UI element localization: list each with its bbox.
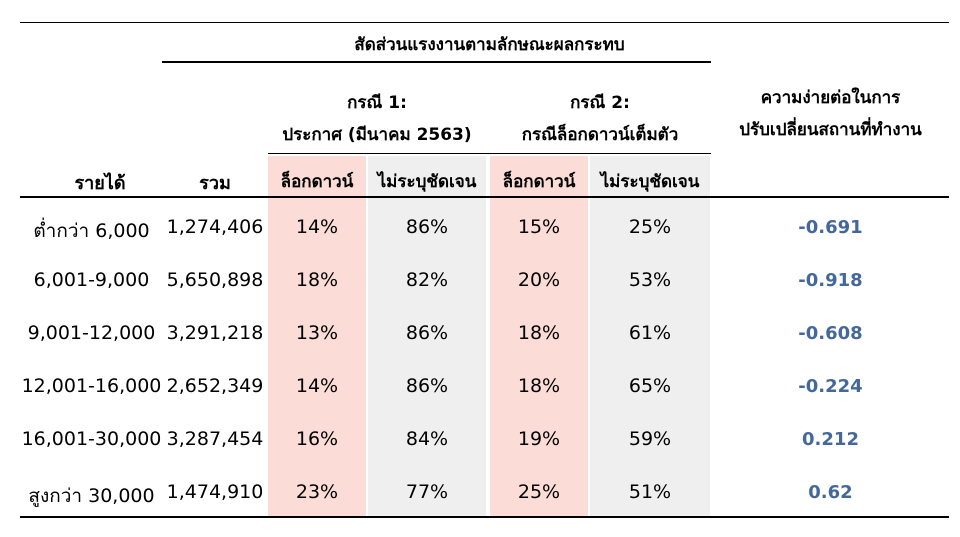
ease-title-line2: ปรับเปลี่ยนสถานที่ทำงาน (739, 120, 922, 140)
income-cell: สูงกว่า 30,000 (28, 485, 155, 507)
case2-unspecified-shade (590, 156, 710, 517)
case2-title: กรณี 2: (570, 93, 630, 113)
ease-cell: -0.691 (798, 217, 863, 238)
case2-lockdown-shade (490, 156, 588, 517)
case2-lockdown-cell: 18% (517, 322, 561, 344)
case1-unspecified-cell: 84% (405, 428, 449, 450)
case2-unspecified-cell: 65% (628, 375, 672, 397)
case2-lockdown-cell: 18% (517, 375, 561, 397)
case2-unspecified-cell: 53% (628, 269, 672, 291)
col-header-case2-lockdown: ล็อกดาวน์ (502, 172, 576, 192)
total-cell: 3,291,218 (166, 322, 264, 344)
case1-unspecified-cell: 86% (405, 375, 449, 397)
ease-cell: 0.62 (808, 482, 853, 503)
col-header-total: รวม (199, 173, 231, 194)
group-title: สัดส่วนแรงงานตามลักษณะผลกระทบ (354, 35, 625, 55)
total-cell: 5,650,898 (166, 269, 264, 291)
case-underline (268, 153, 711, 154)
case2-lockdown-cell: 19% (517, 428, 561, 450)
case1-unspecified-cell: 77% (405, 481, 449, 503)
income-cell: 12,001-16,000 (21, 375, 162, 397)
case1-subtitle: ประกาศ (มีนาคม 2563) (282, 125, 472, 145)
case1-lockdown-cell: 13% (295, 322, 339, 344)
case1-lockdown-shade (268, 156, 366, 517)
ease-cell: -0.224 (798, 376, 863, 397)
case1-title: กรณี 1: (347, 93, 407, 113)
case2-lockdown-cell: 20% (517, 269, 561, 291)
income-cell: 16,001-30,000 (21, 428, 162, 450)
case1-unspecified-cell: 86% (405, 322, 449, 344)
total-cell: 3,287,454 (166, 428, 264, 450)
case2-unspecified-cell: 61% (628, 322, 672, 344)
case1-lockdown-cell: 14% (295, 216, 339, 238)
case2-lockdown-cell: 25% (517, 481, 561, 503)
ease-cell: 0.212 (802, 429, 859, 450)
case1-lockdown-cell: 14% (295, 375, 339, 397)
total-cell: 2,652,349 (166, 375, 264, 397)
group-underline (162, 61, 711, 63)
case2-subtitle: กรณีล็อกดาวน์เต็มตัว (521, 125, 679, 145)
top-rule (20, 22, 949, 23)
case1-lockdown-cell: 16% (295, 428, 339, 450)
case1-unspecified-cell: 82% (405, 269, 449, 291)
case1-unspecified-shade (368, 156, 486, 517)
case1-lockdown-cell: 23% (295, 481, 339, 503)
ease-cell: -0.918 (798, 270, 863, 291)
col-header-income: รายได้ (74, 173, 126, 194)
col-header-case2-unspecified: ไม่ระบุชัดเจน (600, 172, 700, 192)
ease-title-line1: ความง่ายต่อในการ (760, 88, 901, 108)
col-header-case1-unspecified: ไม่ระบุชัดเจน (377, 172, 477, 192)
case1-unspecified-cell: 86% (405, 216, 449, 238)
header-bottom-rule (20, 196, 949, 198)
income-cell: 6,001-9,000 (33, 269, 150, 291)
case1-lockdown-cell: 18% (295, 269, 339, 291)
total-cell: 1,274,406 (166, 216, 264, 238)
case2-unspecified-cell: 25% (628, 216, 672, 238)
ease-cell: -0.608 (798, 323, 863, 344)
total-cell: 1,474,910 (166, 481, 264, 503)
income-cell: ต่ำกว่า 6,000 (33, 220, 150, 242)
col-header-case1-lockdown: ล็อกดาวน์ (280, 172, 354, 192)
case2-lockdown-cell: 15% (517, 216, 561, 238)
case2-unspecified-cell: 59% (628, 428, 672, 450)
bottom-rule (20, 516, 949, 518)
income-cell: 9,001-12,000 (27, 322, 156, 344)
case2-unspecified-cell: 51% (628, 481, 672, 503)
